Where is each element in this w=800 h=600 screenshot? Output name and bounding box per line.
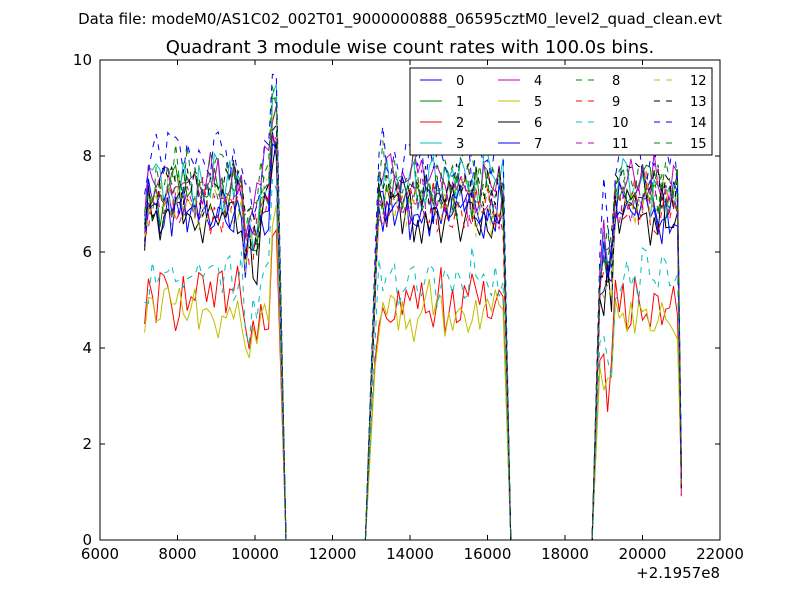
legend-label-13: 13 [690, 95, 707, 110]
legend-label-1: 1 [456, 95, 464, 110]
x-tick-label: 22000 [696, 545, 744, 563]
series-line-8 [144, 86, 682, 541]
legend-label-5: 5 [534, 95, 542, 110]
legend-label-8: 8 [612, 74, 620, 89]
legend-label-12: 12 [690, 74, 707, 89]
x-tick-label: 14000 [386, 545, 434, 563]
x-tick-label: 20000 [619, 545, 667, 563]
series-line-7 [144, 131, 682, 541]
y-tick-label: 2 [82, 435, 92, 453]
x-offset-label: +2.1957e8 [636, 564, 720, 582]
legend-label-3: 3 [456, 137, 464, 152]
axis-ticks-group: 6000 8000 10000 12000 14000 16000 18000 20000 22… [73, 51, 744, 563]
x-tick-label: 12000 [309, 545, 357, 563]
figure-suptitle: Data file: modeM0/AS1C02_002T01_90000008… [78, 10, 722, 29]
legend-label-14: 14 [690, 116, 707, 131]
legend-label-11: 11 [612, 137, 629, 152]
legend-label-7: 7 [534, 137, 542, 152]
legend-label-2: 2 [456, 116, 464, 131]
series-line-4 [144, 105, 682, 541]
legend-label-15: 15 [690, 137, 707, 152]
legend-box [409, 67, 713, 156]
series-line-12 [144, 112, 682, 541]
x-tick-label: 8000 [158, 545, 196, 563]
series-line-11 [144, 132, 682, 541]
series-line-1 [144, 97, 682, 541]
y-tick-label: 6 [82, 243, 92, 261]
series-line-15 [144, 106, 682, 541]
series-line-0 [144, 142, 682, 541]
y-tick-label: 0 [82, 531, 92, 549]
legend-label-0: 0 [456, 74, 464, 89]
y-tick-label: 4 [82, 339, 92, 357]
legend-label-9: 9 [612, 95, 620, 110]
series-line-6 [144, 139, 682, 541]
x-tick-label: 10000 [231, 545, 279, 563]
legend-label-10: 10 [612, 116, 629, 131]
y-tick-label: 10 [73, 51, 92, 69]
x-tick-label: 18000 [541, 545, 589, 563]
chart-title: Quadrant 3 module wise count rates with … [166, 37, 655, 58]
x-tick-label: 6000 [81, 545, 119, 563]
series-line-2 [144, 228, 682, 541]
y-tick-label: 8 [82, 147, 92, 165]
legend-label-4: 4 [534, 74, 542, 89]
series-line-10 [144, 178, 682, 541]
legend-label-6: 6 [534, 116, 542, 131]
x-tick-label: 16000 [464, 545, 512, 563]
series-line-5 [144, 204, 682, 541]
